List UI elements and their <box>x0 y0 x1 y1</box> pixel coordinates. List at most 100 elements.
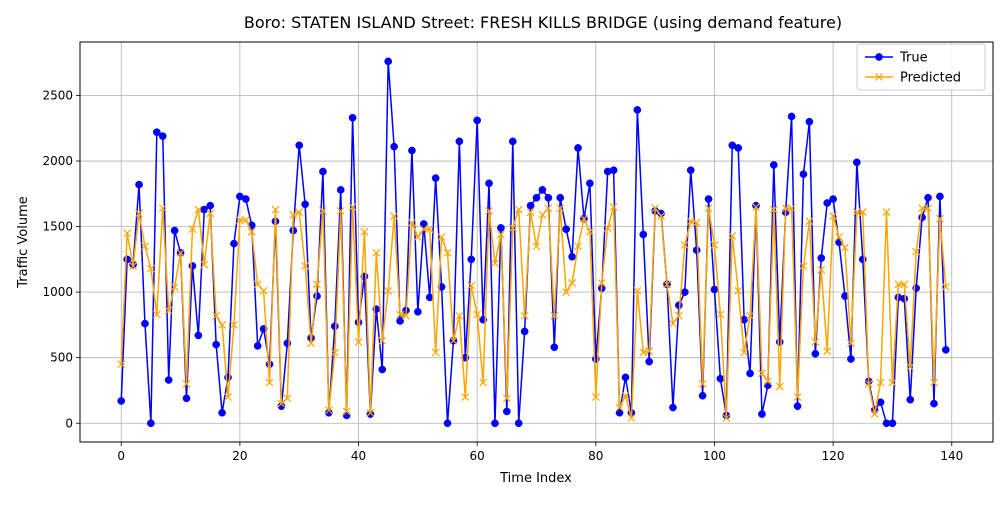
data-point-predicted <box>846 339 855 348</box>
data-point-predicted <box>164 306 173 315</box>
data-point-true <box>396 317 404 325</box>
data-point-true <box>123 255 132 264</box>
data-point-predicted <box>348 203 357 211</box>
data-point-predicted <box>716 310 725 319</box>
y-axis-label: Traffic Volume <box>16 196 31 289</box>
data-point-true <box>431 174 440 182</box>
data-point-true <box>586 179 594 188</box>
data-point-predicted <box>354 338 363 346</box>
data-point-predicted <box>829 212 838 221</box>
data-point-true <box>615 408 624 417</box>
data-point-true <box>295 141 304 150</box>
data-point-predicted <box>674 311 683 320</box>
data-point-true <box>514 419 523 428</box>
y-tick-label: 1000 <box>42 285 73 299</box>
data-point-true <box>194 331 203 340</box>
data-point-true <box>200 205 209 214</box>
data-point-true <box>888 419 897 428</box>
data-point-predicted <box>253 280 262 289</box>
data-point-true <box>556 193 565 202</box>
data-point-predicted <box>906 362 915 371</box>
data-point-true <box>716 374 725 383</box>
data-point-true <box>485 179 493 188</box>
legend-marker-true <box>875 53 883 61</box>
data-point-true <box>497 224 505 232</box>
x-axis-label: Time Index <box>499 471 572 486</box>
data-point-true <box>182 394 191 403</box>
data-point-true <box>686 166 695 175</box>
data-point-true <box>532 193 541 202</box>
data-point-predicted <box>129 262 138 270</box>
legend-entry-predicted: Predicted <box>865 71 961 86</box>
data-point-predicted <box>930 378 938 387</box>
data-point-true <box>847 355 855 363</box>
data-point-true <box>419 220 428 228</box>
data-point-true <box>414 307 422 316</box>
data-point-predicted <box>336 206 345 215</box>
data-point-predicted <box>597 279 606 287</box>
data-point-predicted <box>900 280 909 289</box>
data-point-predicted <box>852 208 861 217</box>
data-point-true <box>330 322 339 331</box>
x-tick-label: 60 <box>470 449 485 463</box>
data-point-true <box>336 186 345 194</box>
series-predicted <box>117 203 950 422</box>
data-point-true <box>805 117 814 126</box>
data-point-predicted <box>591 393 600 401</box>
data-point-predicted <box>746 311 754 320</box>
legend-box <box>856 43 986 91</box>
data-point-predicted <box>188 225 197 234</box>
data-point-predicted <box>633 286 642 295</box>
data-point-predicted <box>870 410 879 418</box>
data-point-true <box>384 57 393 66</box>
data-point-predicted <box>247 227 256 236</box>
data-point-predicted <box>651 204 660 213</box>
data-point-true <box>609 166 618 175</box>
data-point-predicted <box>301 262 310 270</box>
data-point-predicted <box>609 203 618 211</box>
data-point-predicted <box>431 348 440 357</box>
data-point-predicted <box>224 393 232 401</box>
data-point-predicted <box>680 241 689 249</box>
data-point-true <box>443 419 452 428</box>
data-point-true <box>633 106 642 114</box>
data-point-predicted <box>176 248 185 257</box>
data-point-true <box>550 343 559 352</box>
data-point-true <box>342 411 351 420</box>
data-point-true <box>704 195 713 203</box>
data-point-predicted <box>419 225 428 234</box>
data-point-predicted <box>799 262 808 270</box>
data-point-predicted <box>835 233 843 242</box>
legend: True Predicted <box>856 43 986 91</box>
data-point-true <box>502 407 511 416</box>
data-point-predicted <box>574 242 582 251</box>
x-tick-label: 20 <box>232 449 247 463</box>
data-point-true <box>758 410 766 418</box>
data-point-predicted <box>135 209 143 218</box>
data-point-true <box>829 195 837 203</box>
data-point-predicted <box>532 242 541 251</box>
data-point-predicted <box>704 204 713 213</box>
data-point-predicted <box>781 204 790 213</box>
data-point-true <box>491 419 499 428</box>
y-tick-label: 0 <box>65 416 73 430</box>
data-point-true <box>538 186 547 194</box>
data-point-predicted <box>449 336 458 345</box>
data-point-predicted <box>941 282 950 291</box>
data-point-predicted <box>520 311 529 320</box>
data-point-predicted <box>390 212 399 221</box>
data-point-predicted <box>805 217 814 226</box>
data-point-predicted <box>194 205 203 214</box>
data-point-predicted <box>479 378 488 387</box>
data-point-predicted <box>508 223 517 232</box>
data-point-true <box>473 116 482 125</box>
data-point-predicted <box>793 393 802 401</box>
data-point-predicted <box>496 230 505 239</box>
data-point-predicted <box>752 203 760 211</box>
data-point-predicted <box>307 339 315 348</box>
axis-layer: 0 20 40 60 80 100 120 140 0 500 1000 1500 2000 2500 <box>42 88 963 463</box>
data-point-predicted <box>692 218 701 227</box>
data-point-true <box>378 365 387 374</box>
data-point-predicted <box>461 393 470 401</box>
